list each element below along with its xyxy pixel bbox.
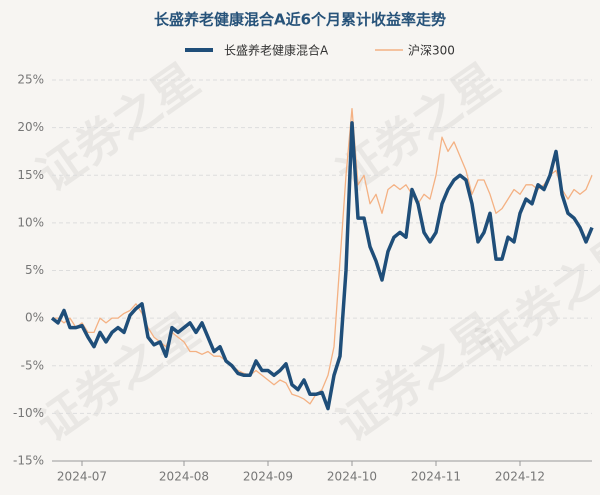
y-tick-label: -5%: [21, 358, 44, 372]
y-tick-label: 25%: [17, 73, 44, 87]
y-tick-label: 20%: [17, 120, 44, 134]
y-tick-label: -10%: [13, 406, 44, 420]
watermark: 证券之星: [27, 302, 209, 452]
x-tick-label: 2024-08: [159, 470, 209, 484]
series-line: [50, 121, 594, 411]
x-tick-label: 2024-09: [243, 470, 293, 484]
y-tick-label: 5%: [25, 263, 44, 277]
y-tick-label: 15%: [17, 168, 44, 182]
chart-title: 长盛养老健康混合A近6个月累计收益率走势: [154, 11, 446, 29]
legend-label: 长盛养老健康混合A: [224, 43, 329, 58]
watermark: 证券之星: [467, 222, 600, 372]
y-tick-label: 10%: [17, 215, 44, 229]
legend-label: 沪深300: [408, 44, 455, 58]
y-tick-label: -15%: [13, 454, 44, 468]
x-tick-label: 2024-10: [327, 470, 377, 484]
x-tick-label: 2024-11: [411, 470, 461, 484]
y-tick-label: 0%: [25, 311, 44, 325]
x-tick-label: 2024-12: [495, 470, 545, 484]
x-tick-label: 2024-07: [57, 470, 107, 484]
